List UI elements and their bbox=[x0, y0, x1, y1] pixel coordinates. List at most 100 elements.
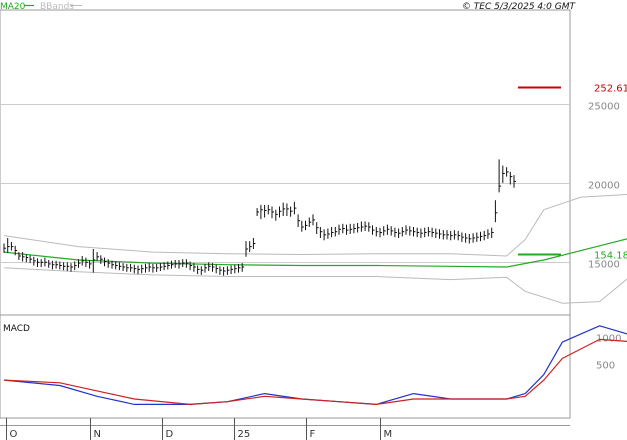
price-bar bbox=[468, 234, 472, 244]
price-bar bbox=[409, 226, 412, 236]
price-bar bbox=[509, 171, 513, 185]
price-bar bbox=[78, 259, 81, 268]
price-bar bbox=[63, 262, 66, 271]
price-bar bbox=[3, 243, 6, 253]
x-axis-tick-label: M bbox=[384, 429, 393, 440]
price-bar bbox=[29, 255, 33, 264]
macd-panel bbox=[0, 314, 571, 419]
price-bar bbox=[316, 222, 319, 234]
price-bar bbox=[483, 230, 487, 241]
price-bar bbox=[111, 260, 114, 269]
price-bar bbox=[286, 203, 289, 216]
price-bar bbox=[25, 254, 29, 263]
price-bar bbox=[37, 258, 40, 267]
price-bar bbox=[204, 263, 207, 273]
price-bar bbox=[282, 202, 286, 216]
price-bar bbox=[107, 259, 111, 268]
price-bar bbox=[398, 228, 401, 238]
price-bar bbox=[74, 261, 77, 271]
price-bar bbox=[506, 167, 509, 177]
support-level-label: 154.18 bbox=[594, 251, 627, 262]
price-bar bbox=[375, 227, 379, 237]
price-bar bbox=[33, 256, 36, 266]
price-bar bbox=[379, 227, 382, 238]
price-bar bbox=[126, 263, 129, 272]
price-bar bbox=[92, 249, 96, 273]
price-bar bbox=[55, 260, 59, 269]
price-bar bbox=[338, 224, 341, 235]
price-bar bbox=[51, 260, 55, 270]
price-bar bbox=[435, 228, 438, 238]
ma20-line bbox=[3, 238, 627, 268]
price-bar bbox=[264, 204, 267, 218]
price-bar bbox=[513, 175, 516, 188]
price-bar bbox=[453, 230, 457, 240]
price-bar bbox=[167, 261, 170, 270]
price-bar bbox=[260, 204, 263, 220]
price-bar bbox=[234, 264, 237, 274]
price-bar bbox=[427, 227, 431, 237]
price-panel bbox=[0, 9, 571, 316]
price-bar bbox=[301, 220, 304, 232]
price-bar bbox=[465, 233, 468, 243]
price-bar bbox=[22, 252, 25, 262]
price-bar bbox=[353, 223, 356, 234]
x-axis-tick-label: F bbox=[310, 429, 316, 440]
price-bar bbox=[152, 263, 155, 273]
price-bar bbox=[494, 200, 498, 223]
price-bar bbox=[476, 232, 479, 242]
price-bar bbox=[442, 230, 446, 240]
price-bar bbox=[279, 206, 282, 218]
price-bar bbox=[249, 241, 252, 253]
price-bar bbox=[193, 263, 196, 272]
price-bar bbox=[145, 263, 148, 273]
price-bar bbox=[401, 227, 405, 237]
price-bar bbox=[290, 206, 293, 217]
price-bar bbox=[305, 220, 308, 231]
price-bar bbox=[312, 214, 315, 226]
price-bar bbox=[424, 227, 427, 238]
price-bar bbox=[96, 252, 100, 261]
price-bar bbox=[331, 227, 334, 238]
price-bar bbox=[85, 257, 88, 267]
price-bar bbox=[133, 264, 137, 274]
price-bar bbox=[446, 230, 449, 240]
price-bar bbox=[319, 227, 323, 238]
signal-line bbox=[3, 338, 627, 405]
price-bar bbox=[137, 265, 140, 275]
price-bar bbox=[372, 225, 375, 235]
price-bar bbox=[394, 227, 397, 238]
x-axis-tick-label: D bbox=[166, 429, 174, 440]
price-bar bbox=[275, 209, 278, 221]
macd-tick-label: 500 bbox=[596, 361, 615, 372]
price-bar bbox=[7, 238, 10, 253]
price-bar bbox=[14, 245, 18, 256]
price-bar bbox=[171, 260, 174, 269]
resistance-level-label: 252.61 bbox=[594, 84, 627, 95]
price-bar bbox=[182, 259, 185, 267]
price-bar bbox=[498, 159, 502, 193]
price-bar bbox=[178, 260, 181, 269]
x-axis-tick-label: 25 bbox=[238, 429, 251, 440]
price-bar bbox=[100, 255, 103, 264]
price-bar bbox=[163, 262, 167, 271]
price-bar bbox=[334, 227, 338, 237]
price-bar bbox=[66, 262, 70, 271]
price-bar bbox=[156, 263, 159, 272]
price-bar bbox=[413, 227, 416, 237]
price-bar bbox=[252, 238, 256, 249]
price-bar bbox=[223, 267, 226, 276]
price-bar bbox=[349, 223, 353, 234]
price-bar bbox=[230, 265, 234, 275]
price-bar bbox=[118, 262, 122, 271]
price-bar bbox=[159, 263, 163, 271]
price-bar bbox=[420, 228, 423, 238]
price-bar bbox=[439, 229, 442, 239]
price-bar bbox=[219, 266, 222, 275]
price-bar bbox=[104, 257, 107, 267]
price-bar bbox=[226, 266, 230, 275]
price-bar bbox=[327, 228, 330, 239]
copyright-credit: © TEC 5/3/2025 4:0 GMT bbox=[462, 2, 577, 12]
price-bar bbox=[215, 264, 219, 274]
bbands-lower-line bbox=[3, 267, 627, 304]
